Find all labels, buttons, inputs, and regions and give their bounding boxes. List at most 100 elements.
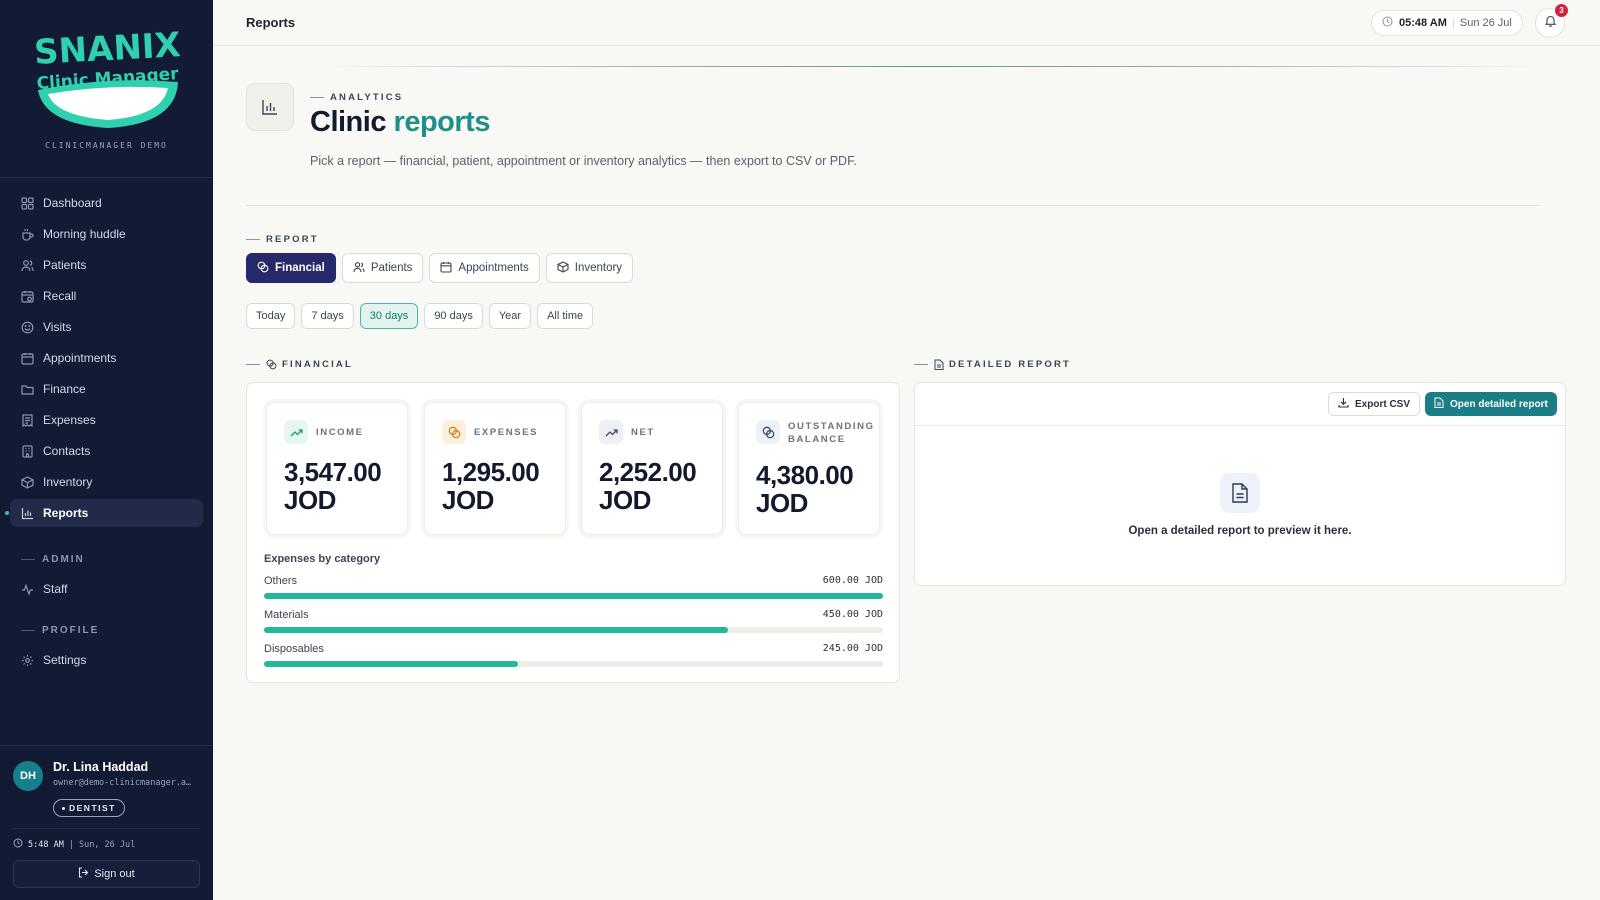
range-all-time[interactable]: All time bbox=[537, 303, 594, 329]
download-icon bbox=[1338, 397, 1349, 411]
sidebar-date: Sun, 26 Jul bbox=[78, 839, 136, 850]
detailed-report-panel: Export CSV Open detailed report Open a d… bbox=[914, 382, 1566, 586]
sidebar: SNANIX Clinic Manager CLINICMANAGER DEMO… bbox=[0, 0, 213, 900]
activity-icon bbox=[21, 583, 34, 596]
tab-financial[interactable]: Financial bbox=[246, 253, 336, 283]
kpi-label: INCOME bbox=[316, 427, 364, 438]
grid-icon bbox=[21, 196, 34, 210]
avatar[interactable]: DH bbox=[13, 761, 43, 791]
snanix-logo-mark: SNANIX Clinic Manager bbox=[33, 25, 182, 128]
tab-label: Appointments bbox=[458, 262, 529, 274]
empty-state-message: Open a detailed report to preview it her… bbox=[1128, 525, 1352, 537]
sidebar-item-patients[interactable]: Patients bbox=[10, 251, 203, 279]
sidebar-item-label: Settings bbox=[43, 653, 87, 667]
bell-icon bbox=[1544, 14, 1557, 32]
users-icon bbox=[21, 259, 34, 272]
report-tabs: Financial Patients Appointments Inventor… bbox=[246, 253, 634, 283]
brand-subtitle: CLINICMANAGER DEMO bbox=[45, 141, 168, 150]
sidebar-item-label: Morning huddle bbox=[43, 227, 126, 241]
category-bar-track bbox=[264, 661, 883, 667]
sidebar-item-expenses[interactable]: Expenses bbox=[10, 406, 203, 434]
sidebar-item-label: Dashboard bbox=[43, 196, 102, 210]
sidebar-item-dashboard[interactable]: Dashboard bbox=[10, 189, 203, 217]
coins-icon bbox=[257, 261, 269, 276]
coffee-icon bbox=[21, 228, 34, 241]
kpi-label: NET bbox=[631, 427, 655, 438]
page-description: Pick a report — financial, patient, appo… bbox=[310, 154, 857, 168]
user-panel: DH Dr. Lina Haddad owner@demo-clinicmana… bbox=[0, 745, 213, 900]
topbar-clock: 05:48 AM Sun 26 Jul bbox=[1371, 10, 1523, 36]
category-bar-track bbox=[264, 627, 883, 633]
kpi-value: 1,295.00 JOD bbox=[442, 457, 540, 515]
category-value: 245.00 JOD bbox=[822, 643, 883, 654]
page-title: Reports bbox=[246, 15, 296, 30]
sidebar-item-appointments[interactable]: Appointments bbox=[10, 344, 203, 372]
kpi-label: OUTSTANDING BALANCE bbox=[788, 421, 875, 445]
logo[interactable]: SNANIX Clinic Manager CLINICMANAGER DEMO bbox=[0, 0, 213, 178]
clock-icon bbox=[1382, 16, 1393, 30]
kpi-card-outstanding-balance: OUTSTANDING BALANCE 4,380.00 JOD bbox=[738, 402, 880, 535]
tab-patients[interactable]: Patients bbox=[341, 253, 424, 283]
bar-chart-icon bbox=[21, 507, 34, 520]
smile-icon bbox=[21, 321, 34, 334]
export-csv-button[interactable]: Export CSV bbox=[1328, 392, 1421, 416]
sidebar-item-finance[interactable]: Finance bbox=[10, 375, 203, 403]
sidebar-item-inventory[interactable]: Inventory bbox=[10, 468, 203, 496]
report-kicker: REPORT bbox=[246, 234, 319, 245]
range-90-days[interactable]: 90 days bbox=[424, 303, 483, 329]
box-icon bbox=[21, 475, 34, 489]
sidebar-nav: Dashboard Morning huddle Patients Recall… bbox=[5, 189, 203, 530]
clock-icon bbox=[13, 838, 23, 851]
open-detailed-report-label: Open detailed report bbox=[1450, 398, 1548, 410]
detailed-report-kicker: DETAILED REPORT bbox=[914, 359, 1071, 370]
sidebar-item-morning-huddle[interactable]: Morning huddle bbox=[10, 220, 203, 248]
calendar-icon bbox=[440, 261, 452, 276]
sidebar-item-staff[interactable]: Staff bbox=[10, 575, 203, 603]
box-icon bbox=[557, 260, 569, 276]
receipt-icon bbox=[21, 413, 34, 427]
document-icon bbox=[1220, 473, 1260, 513]
trending-up-icon bbox=[599, 420, 623, 444]
category-bar-fill bbox=[264, 593, 883, 599]
category-bar-track bbox=[264, 593, 883, 599]
notification-count-badge: 3 bbox=[1555, 4, 1568, 17]
building-icon bbox=[21, 444, 34, 458]
sidebar-item-settings[interactable]: Settings bbox=[10, 646, 203, 674]
kpi-value: 3,547.00 JOD bbox=[284, 457, 382, 515]
financial-kicker-label: FINANCIAL bbox=[282, 359, 353, 370]
sidebar-item-label: Visits bbox=[43, 320, 72, 334]
sidebar-item-contacts[interactable]: Contacts bbox=[10, 437, 203, 465]
range-today[interactable]: Today bbox=[246, 303, 296, 329]
range-7-days[interactable]: 7 days bbox=[301, 303, 354, 329]
range-year[interactable]: Year bbox=[488, 303, 532, 329]
sign-out-button[interactable]: Sign out bbox=[13, 860, 200, 888]
category-value: 450.00 JOD bbox=[822, 609, 883, 620]
sidebar-item-recall[interactable]: Recall bbox=[10, 282, 203, 310]
sidebar-item-label: Contacts bbox=[43, 444, 91, 458]
sidebar-clock: 5:48 AM | Sun, 26 Jul bbox=[13, 828, 200, 851]
category-bar-fill bbox=[264, 661, 518, 667]
users-icon bbox=[353, 261, 365, 276]
detailed-report-kicker-label: DETAILED REPORT bbox=[949, 359, 1072, 370]
tab-appointments[interactable]: Appointments bbox=[429, 253, 540, 283]
range-30-days[interactable]: 30 days bbox=[359, 303, 419, 329]
file-icon bbox=[1434, 397, 1444, 411]
topbar-time: 05:48 AM bbox=[1399, 17, 1447, 29]
financial-kicker: FINANCIAL bbox=[246, 359, 353, 370]
kpi-card-expenses: EXPENSES 1,295.00 JOD bbox=[424, 402, 566, 535]
sign-out-label: Sign out bbox=[94, 868, 135, 880]
tab-label: Patients bbox=[370, 262, 413, 274]
sign-out-icon bbox=[78, 867, 89, 881]
sidebar-item-label: Expenses bbox=[43, 413, 96, 427]
category-bar-fill bbox=[264, 627, 729, 633]
tab-inventory[interactable]: Inventory bbox=[545, 253, 634, 283]
kpi-card-net: NET 2,252.00 JOD bbox=[581, 402, 723, 535]
financial-panel: INCOME 3,547.00 JOD EXPENSES 1,295.00 JOD … bbox=[246, 382, 900, 683]
sidebar-item-reports[interactable]: Reports bbox=[5, 499, 203, 527]
kpi-label: EXPENSES bbox=[474, 427, 539, 438]
sidebar-item-label: Inventory bbox=[43, 475, 93, 489]
open-detailed-report-button[interactable]: Open detailed report bbox=[1425, 392, 1557, 416]
sidebar-item-visits[interactable]: Visits bbox=[10, 313, 203, 341]
expenses-by-category-title: Expenses by category bbox=[264, 553, 381, 565]
category-label: Others bbox=[264, 575, 298, 587]
